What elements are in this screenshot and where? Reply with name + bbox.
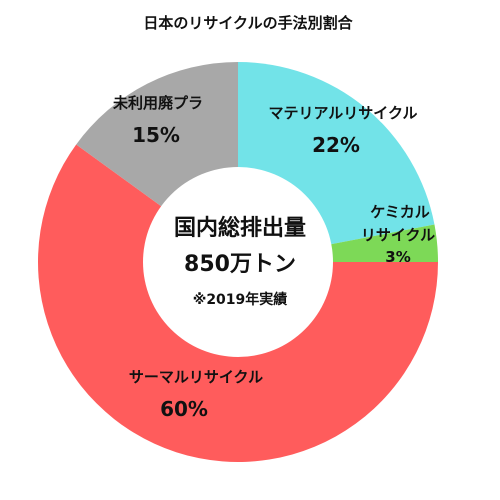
chemical-slice-label-line1: ケミカル [370,203,430,221]
chemical-slice-pct: 3% [385,248,410,266]
material-slice-pct: 22% [312,133,360,157]
material-slice-label: マテリアルリサイクル [268,104,417,122]
center-total-value: 850万トン [184,252,296,277]
thermal-slice-pct: 60% [160,397,208,421]
unused-slice-label: 未利用廃プラ [112,94,203,112]
unused-slice-pct: 15% [132,123,180,147]
center-note: ※2019年実績 [193,291,288,308]
chart-title: 日本のリサイクルの手法別割合 [143,14,353,32]
donut-hole [143,167,333,357]
chemical-slice-label-line2: リサイクル [361,226,435,244]
thermal-slice-label: サーマルリサイクル [129,368,263,386]
center-total-label: 国内総排出量 [174,215,306,241]
